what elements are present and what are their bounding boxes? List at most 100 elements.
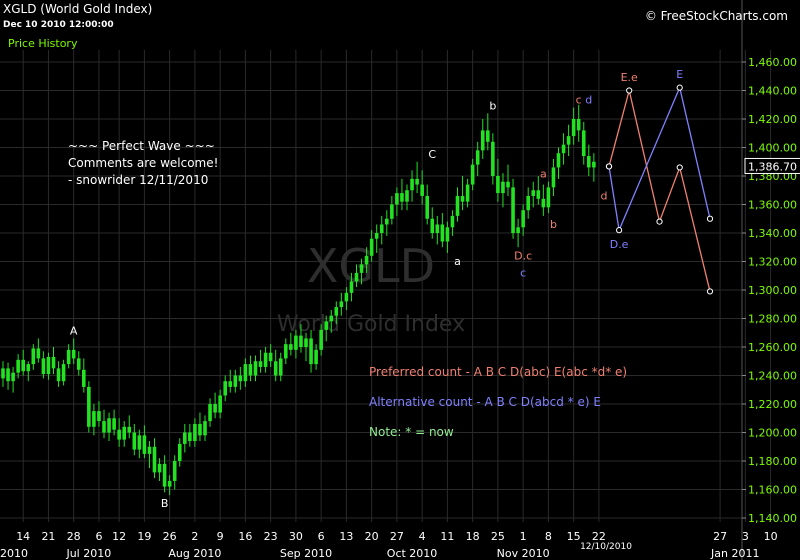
candle-body [253,361,258,376]
candle-body [470,164,475,185]
candle-body [167,480,172,487]
wave-label: E [676,68,683,81]
candle-body [521,210,525,228]
candle-body [21,359,25,372]
candle-body [87,386,91,427]
candle-body [561,144,566,154]
candle-body [208,404,212,422]
y-tick-label: 1,360.00 [748,199,797,212]
candle-body [188,432,192,442]
wave-label: D.c [514,249,532,262]
alternative-projection-point [616,227,623,234]
wave-label: c [576,94,582,107]
candle-body [587,156,591,168]
x-day-label: 6 [318,530,325,543]
candle-body [369,238,374,256]
candle-body [455,195,460,216]
candle-body [183,432,187,444]
candle-body [410,178,414,191]
candle-body [506,181,510,188]
candle-body [592,161,596,168]
candle-body [56,368,61,382]
candle-body [117,429,121,440]
y-tick-label: 1,440.00 [748,85,797,98]
x-month-label: Jul 2010 [65,547,111,560]
candle-body [107,418,111,433]
candle-body [425,195,429,219]
candle-body [112,418,116,430]
candle-body [501,181,505,194]
candles [1,104,596,496]
candle-body [278,358,283,376]
candle-body [486,130,490,142]
wave-label: a [454,255,461,268]
wave-label: A [70,324,78,337]
alternative-projection-point [605,163,613,170]
alternative-count-text: Alternative count - A B C D(abcd * e) E [369,395,601,409]
candle-body [445,227,450,242]
y-tick-label: 1,300.00 [748,284,797,297]
candle-body [142,435,147,454]
candle-body [147,446,152,454]
candle-body [465,184,470,202]
candle-body [243,364,248,382]
panel-label: Price History [8,37,78,50]
x-day-label: 13 [339,530,353,543]
candle-body [248,364,253,376]
candle-body [82,369,86,387]
wave-label: b [550,218,557,231]
x-day-label: 10 [764,530,778,543]
candle-body [395,193,399,205]
y-tick-label: 1,400.00 [748,142,797,155]
candle-body [71,349,76,359]
candle-body [339,301,344,308]
candle-body [198,423,202,436]
candle-body [218,395,222,413]
candle-body [374,233,379,239]
preferred-projection-point [626,87,633,94]
candle-body [460,195,465,202]
candle-body [26,364,31,372]
x-day-label: 9 [217,530,224,543]
candle-body [511,187,515,233]
x-month-label: Sep 2010 [280,547,332,560]
candle-body [329,315,334,322]
candle-body [430,218,435,233]
y-tick-label: 1,160.00 [748,484,797,497]
candle-body [76,358,81,370]
alternative-projection-line [608,85,711,233]
x-day-label: 25 [491,530,505,543]
candle-body [309,338,313,365]
copyright-link[interactable]: © FreeStockCharts.com [644,9,788,23]
wave-label: C [428,148,436,161]
candle-body [415,178,419,185]
preferred-count-text: Preferred count - A B C D(abc) E(abc *d*… [369,365,627,379]
candle-body [177,443,182,461]
candle-body [536,190,541,199]
candle-body [491,141,495,176]
candle-body [379,224,384,233]
x-day-label: 4 [419,530,426,543]
x-day-label: 3 [742,530,749,543]
candle-body [420,184,424,196]
current-price-box [744,157,800,174]
x-day-label: 21 [41,530,55,543]
candle-body [364,255,369,265]
candle-body [132,432,137,450]
x-day-label: 16 [238,530,252,543]
comment-line: - snowrider 12/11/2010 [68,173,208,187]
wave-label: E.e [621,71,638,84]
candle-body [258,361,263,367]
candle-body [284,344,288,359]
candle-body [390,204,394,219]
candle-body [526,195,530,211]
candle-body [66,349,71,365]
x-day-label: 6 [95,530,102,543]
y-tick-label: 1,140.00 [748,512,797,525]
candle-body [92,411,96,427]
candle-body [581,130,586,157]
x-day-label: 11 [440,530,454,543]
wave-label: b [489,99,496,112]
candle-body [11,372,15,382]
x-day-label: 26 [163,530,177,543]
